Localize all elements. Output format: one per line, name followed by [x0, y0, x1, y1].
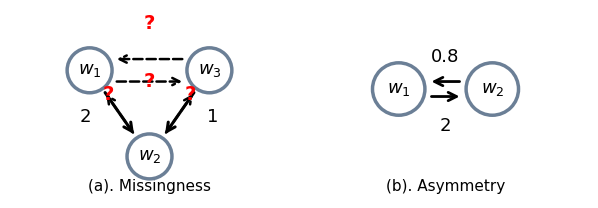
- Text: 0.8: 0.8: [431, 48, 460, 66]
- Text: 2: 2: [80, 108, 91, 126]
- Circle shape: [67, 48, 112, 93]
- Text: $w_1$: $w_1$: [387, 80, 410, 98]
- Text: $w_2$: $w_2$: [138, 147, 161, 165]
- FancyArrowPatch shape: [435, 77, 460, 86]
- Text: $w_1$: $w_1$: [78, 61, 102, 79]
- Circle shape: [127, 134, 172, 179]
- Text: (a). Missingness: (a). Missingness: [88, 179, 211, 194]
- Text: (b). Asymmetry: (b). Asymmetry: [386, 179, 505, 194]
- Circle shape: [466, 63, 518, 115]
- Text: ?: ?: [144, 72, 155, 91]
- FancyArrowPatch shape: [167, 93, 194, 131]
- FancyArrowPatch shape: [120, 56, 182, 63]
- Text: ?: ?: [103, 85, 114, 104]
- Text: $w_2$: $w_2$: [481, 80, 504, 98]
- Circle shape: [373, 63, 425, 115]
- Text: 1: 1: [208, 108, 219, 126]
- Text: $w_3$: $w_3$: [197, 61, 221, 79]
- FancyArrowPatch shape: [108, 96, 133, 133]
- Text: ?: ?: [185, 85, 196, 104]
- FancyArrowPatch shape: [431, 92, 456, 101]
- Text: 2: 2: [440, 118, 451, 135]
- Text: ?: ?: [144, 14, 155, 33]
- Circle shape: [187, 48, 232, 93]
- FancyArrowPatch shape: [105, 93, 132, 131]
- FancyArrowPatch shape: [166, 96, 191, 133]
- FancyArrowPatch shape: [117, 78, 179, 85]
